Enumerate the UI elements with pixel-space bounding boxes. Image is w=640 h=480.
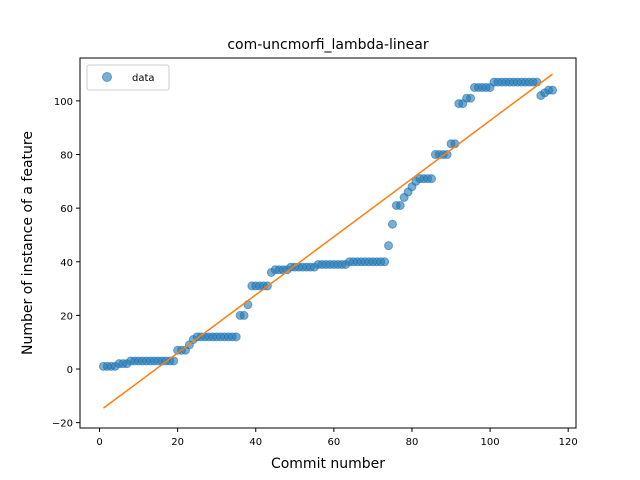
x-axis-title: Commit number xyxy=(271,456,385,472)
data-point xyxy=(395,200,405,210)
data-point xyxy=(427,174,436,184)
axes-frame xyxy=(79,57,577,429)
data-point xyxy=(169,356,179,366)
y-tick-label: 100 xyxy=(54,97,73,108)
data-point xyxy=(380,257,390,267)
legend: data xyxy=(86,64,170,91)
data-point xyxy=(442,150,452,160)
fit-line xyxy=(102,73,554,409)
x-tick-label: 80 xyxy=(406,437,419,448)
x-tick-label: 40 xyxy=(249,437,262,448)
y-tick-label: 60 xyxy=(60,204,73,215)
x-tick-label: 60 xyxy=(327,437,340,448)
x-tick-label: 20 xyxy=(171,437,184,448)
y-tick-label: 0 xyxy=(67,365,73,376)
plot-area xyxy=(98,73,558,409)
legend-label: data xyxy=(132,73,155,84)
x-tick-label: 100 xyxy=(481,437,500,448)
data-point xyxy=(384,241,394,251)
x-tick-label: 120 xyxy=(559,437,578,448)
legend-box xyxy=(86,64,170,91)
y-tick-label: 20 xyxy=(60,311,73,322)
data-point xyxy=(466,93,476,103)
y-tick-label: 40 xyxy=(60,258,73,269)
y-axis-title: Number of instance of a feature xyxy=(20,131,36,355)
y-tick-label: −20 xyxy=(52,419,73,430)
x-tick-label: 0 xyxy=(96,437,102,448)
legend-marker xyxy=(102,72,112,82)
data-point xyxy=(239,310,249,320)
y-tick-label: 80 xyxy=(60,151,73,162)
x-axis: 0 20 40 60 80 100 120 xyxy=(96,428,578,448)
chart-title: com-uncmorfi_lambda-linear xyxy=(227,37,429,53)
data-point xyxy=(231,332,241,342)
y-axis: −20 0 20 40 60 80 100 xyxy=(52,97,80,430)
data-point xyxy=(387,219,397,229)
data-point xyxy=(548,85,558,95)
